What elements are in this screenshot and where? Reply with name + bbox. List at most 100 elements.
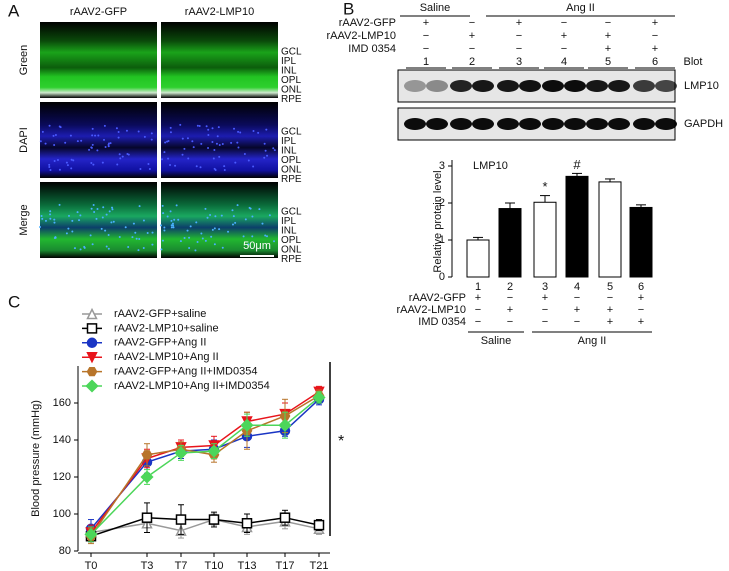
point	[140, 470, 154, 484]
point	[207, 444, 221, 458]
nucleus	[217, 126, 220, 129]
group-label: Ang II	[566, 2, 595, 14]
band	[519, 118, 541, 130]
point	[208, 514, 220, 525]
layer-label: INL	[281, 66, 297, 77]
line-chart: 80 100 120 140 160 T0 T3 T7 T10 T13 T17 T21 Blood pr…	[30, 307, 344, 571]
nucleus	[205, 125, 208, 128]
layer-label: OPL	[281, 155, 301, 166]
sign: −	[475, 304, 481, 316]
nucleus	[163, 229, 166, 232]
nucleus	[107, 247, 110, 250]
nucleus	[107, 145, 110, 148]
y-tick-label: 0	[439, 271, 445, 283]
sign: +	[516, 17, 522, 29]
nucleus	[207, 147, 210, 150]
x-tick-label: 6	[638, 281, 644, 293]
band	[472, 80, 494, 92]
nucleus	[211, 228, 214, 231]
point	[175, 514, 187, 525]
panel-label: C	[8, 292, 20, 311]
row-label: IMD 0354	[348, 43, 396, 55]
row-label: Green	[18, 45, 30, 76]
sign: +	[652, 43, 658, 55]
nucleus	[200, 232, 203, 235]
nucleus	[101, 161, 104, 164]
sign: +	[605, 43, 611, 55]
sign: +	[605, 30, 611, 42]
sign: −	[516, 30, 522, 42]
nucleus	[41, 130, 44, 133]
legend-label: rAAV2-LMP10+saline	[114, 322, 219, 334]
bar	[598, 181, 622, 278]
nucleus	[103, 124, 106, 127]
legend-label: rAAV2-GFP+Ang II+IMD0354	[114, 366, 257, 378]
nucleus	[218, 144, 221, 147]
nucleus	[119, 157, 122, 160]
nucleus	[223, 165, 226, 168]
nucleus	[139, 167, 142, 170]
nucleus	[220, 214, 223, 217]
bar	[533, 201, 557, 278]
nucleus	[96, 149, 99, 152]
nucleus	[264, 234, 267, 237]
x-tick-label: 3	[542, 281, 548, 293]
nucleus	[41, 217, 44, 220]
nucleus	[132, 222, 135, 225]
nucleus	[162, 212, 165, 215]
nucleus	[273, 240, 276, 243]
x-tick-label: 2	[507, 281, 513, 293]
nucleus	[227, 230, 230, 233]
nucleus	[69, 134, 72, 137]
blot-label: LMP10	[684, 80, 719, 92]
legend-label: rAAV2-GFP+saline	[114, 308, 206, 320]
nucleus	[147, 163, 150, 166]
band	[655, 118, 677, 130]
nucleus	[268, 214, 271, 217]
x-tick-label: T7	[175, 560, 188, 571]
nucleus	[90, 207, 93, 210]
nucleus	[175, 204, 178, 207]
sign: +	[507, 304, 513, 316]
nucleus	[195, 165, 198, 168]
sign: −	[561, 17, 567, 29]
band	[655, 80, 677, 92]
nucleus	[90, 146, 93, 149]
nucleus	[44, 142, 47, 145]
nucleus	[100, 227, 103, 230]
nucleus	[218, 155, 221, 158]
nucleus	[169, 131, 172, 134]
nucleus	[79, 214, 82, 217]
nucleus	[65, 232, 68, 235]
nucleus	[181, 137, 184, 140]
nucleus	[148, 168, 151, 171]
lane-number: 6	[652, 56, 658, 68]
nucleus	[104, 229, 107, 232]
sign: +	[638, 316, 644, 328]
point	[84, 527, 98, 541]
nucleus	[249, 207, 252, 210]
group-label: Saline	[420, 2, 451, 14]
nucleus	[167, 157, 170, 160]
nucleus	[93, 210, 96, 213]
nucleus	[179, 123, 182, 126]
nucleus	[174, 164, 177, 167]
sign: −	[605, 17, 611, 29]
layer-label: ONL	[281, 245, 302, 256]
lane-number: 5	[605, 56, 611, 68]
micrograph	[40, 182, 157, 258]
sign: −	[574, 316, 580, 328]
nucleus	[160, 158, 163, 161]
nucleus	[49, 210, 52, 213]
legend-marker	[85, 379, 99, 393]
nucleus	[214, 215, 217, 218]
nucleus	[166, 215, 169, 218]
lane-number: 2	[469, 56, 475, 68]
annotation: *	[338, 433, 344, 450]
nucleus	[207, 133, 210, 136]
nucleus	[160, 248, 163, 251]
micrograph	[40, 22, 157, 98]
